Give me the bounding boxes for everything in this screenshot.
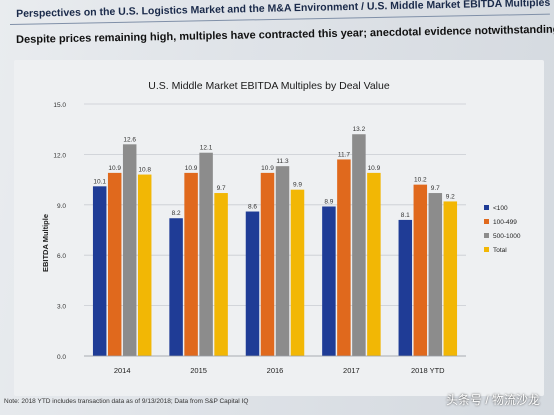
bar-100-499-2015 — [184, 172, 198, 356]
data-label: 12.6 — [123, 136, 136, 143]
legend-label: Total — [493, 247, 507, 254]
data-label: 10.9 — [185, 165, 198, 172]
y-tick-label: 15.0 — [53, 102, 66, 109]
legend-swatch — [484, 233, 489, 238]
footnote: Note: 2018 YTD includes transaction data… — [4, 398, 249, 405]
bar--100-2016 — [245, 211, 260, 356]
watermark: 头条号 / 物流沙龙 — [445, 393, 540, 407]
data-label: 10.1 — [93, 178, 106, 185]
x-tick-label: 2016 — [267, 366, 284, 375]
data-label: 10.2 — [414, 177, 427, 184]
bar-total-2016 — [290, 189, 305, 356]
chart-panel: U.S. Middle Market EBITDA Multiples by D… — [14, 60, 544, 396]
bar-100-499-2016 — [260, 172, 275, 356]
data-label: 8.6 — [248, 204, 257, 211]
legend-label: <100 — [493, 205, 508, 212]
bar-100-499-2014 — [107, 172, 122, 356]
bar-500-1000-2018-ytd — [428, 193, 443, 356]
page-subtitle: Despite prices remaining high, multiples… — [16, 23, 554, 46]
y-axis: 0.0 3.0 6.0 9.0 12.0 15.0 — [53, 102, 66, 361]
bar-total-2015 — [214, 193, 228, 356]
bar-500-1000-2016 — [275, 166, 290, 356]
data-label: 13.2 — [353, 126, 366, 133]
data-label: 10.9 — [368, 165, 381, 172]
legend-label: 100-499 — [493, 219, 517, 226]
data-label: 10.8 — [138, 167, 151, 174]
x-tick-label: 2017 — [343, 366, 360, 375]
bar--100-2018-ytd — [398, 219, 413, 356]
x-axis: 2014 2015 2016 2017 2018 YTD — [84, 355, 466, 375]
legend: <100 100-499 500-1000 Total — [484, 205, 521, 254]
legend-swatch — [484, 219, 489, 224]
bar--100-2014 — [92, 186, 107, 356]
x-tick-label: 2014 — [114, 366, 131, 375]
data-label: 9.7 — [431, 185, 440, 192]
y-tick-label: 12.0 — [53, 152, 66, 159]
legend-label: 500-1000 — [493, 233, 521, 240]
data-labels: 10.110.912.610.88.210.912.19.78.610.911.… — [93, 126, 455, 219]
bar-500-1000-2015 — [199, 152, 213, 356]
bars — [92, 134, 458, 356]
data-label: 10.9 — [108, 165, 121, 172]
bar-500-1000-2014 — [122, 144, 137, 356]
y-tick-label: 9.0 — [57, 203, 66, 210]
data-label: 11.3 — [276, 158, 289, 165]
bar--100-2017 — [322, 206, 336, 356]
data-label: 8.9 — [324, 198, 333, 205]
bar-100-499-2018-ytd — [413, 184, 428, 356]
x-tick-label: 2015 — [190, 366, 207, 375]
data-label: 8.2 — [172, 210, 181, 217]
y-tick-label: 3.0 — [57, 304, 66, 311]
data-label: 12.1 — [200, 145, 213, 152]
page-header-title: Perspectives on the U.S. Logistics Marke… — [16, 0, 551, 20]
bar-chart: U.S. Middle Market EBITDA Multiples by D… — [41, 80, 521, 375]
bar-total-2018-ytd — [443, 201, 458, 356]
y-tick-label: 0.0 — [57, 354, 66, 361]
bar--100-2015 — [169, 218, 183, 356]
bar-100-499-2017 — [337, 159, 351, 356]
data-label: 8.1 — [401, 212, 410, 219]
data-label: 11.7 — [338, 151, 351, 158]
bar-total-2014 — [137, 174, 152, 356]
bar-500-1000-2017 — [352, 134, 366, 356]
data-label: 9.9 — [293, 182, 302, 189]
bar-total-2017 — [367, 172, 381, 356]
y-tick-label: 6.0 — [57, 253, 66, 260]
y-axis-label: EBITDA Multiple — [41, 214, 50, 272]
data-label: 9.2 — [446, 193, 455, 200]
data-label: 10.9 — [261, 165, 274, 172]
legend-swatch — [484, 247, 489, 252]
legend-swatch — [484, 205, 489, 210]
x-tick-label: 2018 YTD — [411, 366, 445, 375]
data-label: 9.7 — [217, 185, 226, 192]
chart-title: U.S. Middle Market EBITDA Multiples by D… — [148, 80, 390, 92]
